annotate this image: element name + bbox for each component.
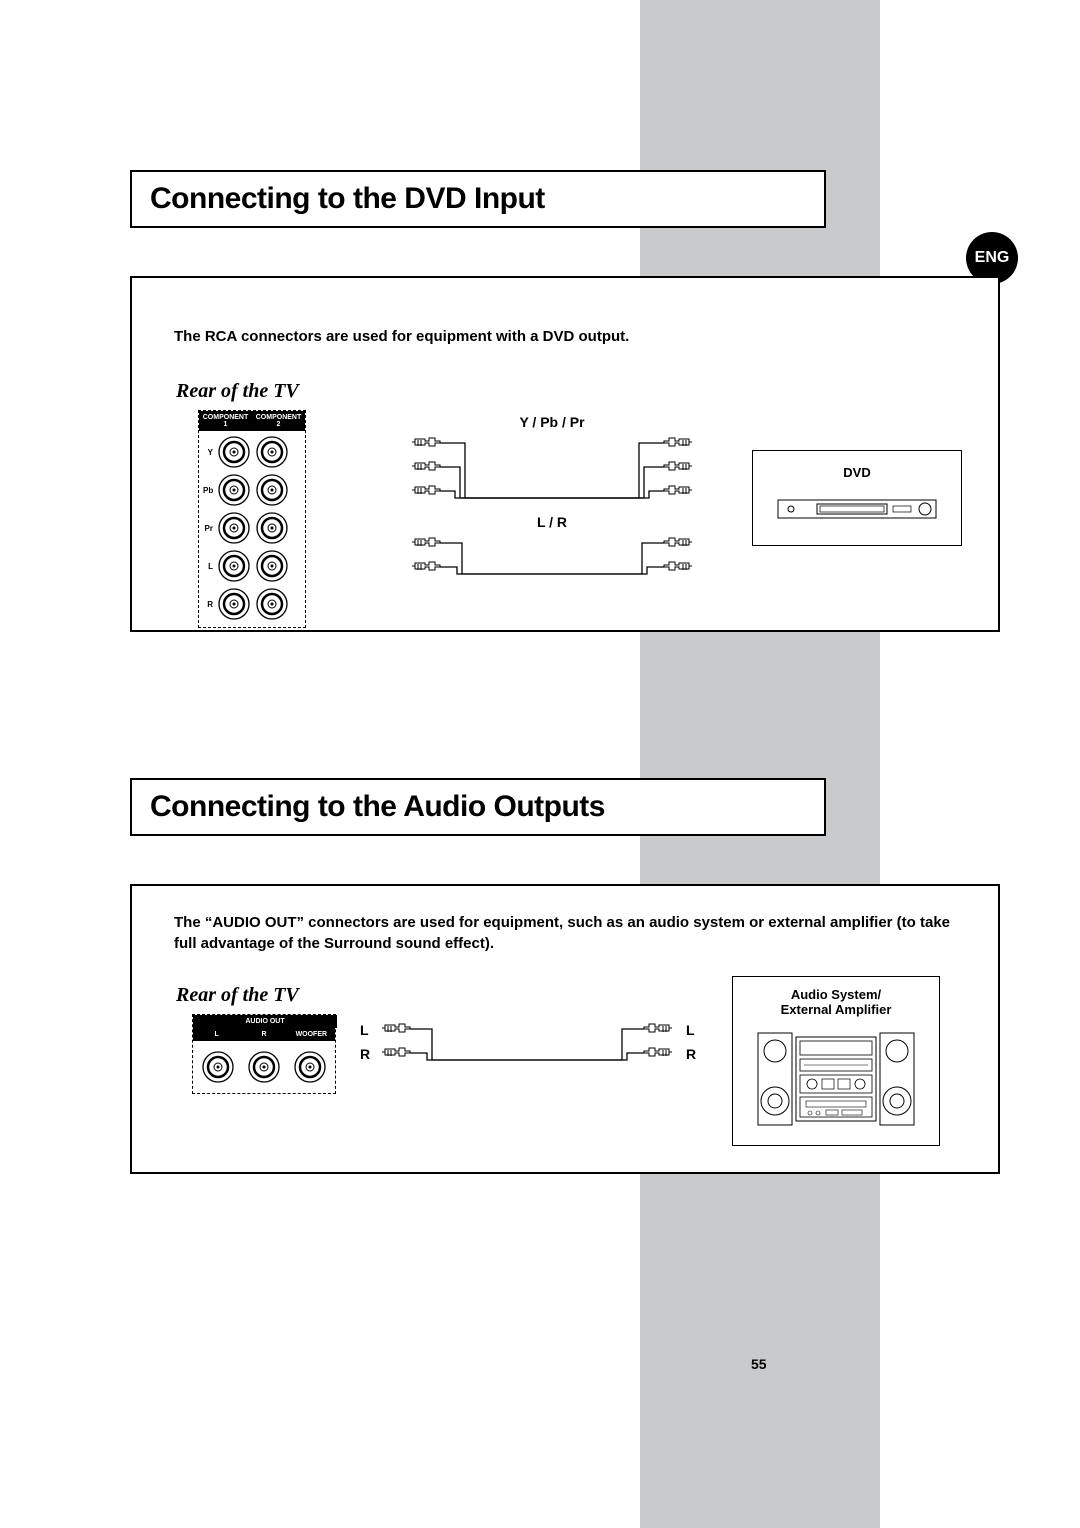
audio-out-panel: AUDIO OUT L R WOOFER bbox=[192, 1014, 336, 1094]
rca-jack-icon bbox=[215, 433, 253, 471]
component-header-1: COMPONENT 1 bbox=[199, 411, 252, 431]
audio-out-header: AUDIO OUT bbox=[193, 1015, 337, 1028]
page: ENG Connecting to the DVD Input The RCA … bbox=[0, 0, 1080, 1528]
amp-device-box: Audio System/ External Amplifier bbox=[732, 976, 940, 1146]
rca-jack-icon bbox=[253, 509, 291, 547]
dvd-rear-label: Rear of the TV bbox=[176, 380, 299, 403]
audio-col-label: WOOFER bbox=[288, 1028, 335, 1041]
audio-intro: The “AUDIO OUT” connectors are used for … bbox=[174, 912, 968, 954]
rca-row-label: R bbox=[203, 600, 215, 609]
lang-badge-text: ENG bbox=[975, 249, 1010, 267]
page-num-pointer-icon bbox=[742, 1324, 778, 1348]
rca-jack-icon bbox=[215, 547, 253, 585]
cable-side-label-L2: L bbox=[686, 1022, 695, 1038]
section-title-dvd: Connecting to the DVD Input bbox=[130, 170, 826, 228]
cable-side-label-L: L bbox=[360, 1022, 369, 1038]
dvd-device-label: DVD bbox=[753, 465, 961, 480]
dvd-player-icon bbox=[777, 494, 937, 524]
rca-jack-icon bbox=[253, 433, 291, 471]
rca-row-label: Pb bbox=[203, 486, 215, 495]
audio-cables-icon bbox=[382, 1020, 672, 1070]
component-header-2: COMPONENT 2 bbox=[252, 411, 305, 431]
page-number: 55 bbox=[751, 1356, 767, 1372]
dvd-intro: The RCA connectors are used for equipmen… bbox=[174, 326, 958, 347]
component-panel: COMPONENT 1 COMPONENT 2 Y Pb Pr bbox=[198, 410, 306, 628]
section-title-dvd-text: Connecting to the DVD Input bbox=[150, 182, 545, 215]
cable-side-label-R2: R bbox=[686, 1046, 696, 1062]
cable-side-label-R: R bbox=[360, 1046, 370, 1062]
section-title-audio: Connecting to the Audio Outputs bbox=[130, 778, 826, 836]
rca-row-label: Y bbox=[203, 448, 215, 457]
dvd-device-box: DVD bbox=[752, 450, 962, 546]
cable-label-video: Y / Pb / Pr bbox=[492, 414, 612, 430]
audio-rear-label: Rear of the TV bbox=[176, 984, 299, 1007]
rca-jack-icon bbox=[287, 1045, 333, 1089]
amplifier-icon bbox=[756, 1031, 916, 1127]
amp-label-1: Audio System/ bbox=[733, 987, 939, 1002]
gray-sidebar bbox=[640, 0, 880, 1528]
rca-jack-icon bbox=[195, 1045, 241, 1089]
rca-jack-icon bbox=[241, 1045, 287, 1089]
rca-jack-icon bbox=[253, 547, 291, 585]
amp-label-2: External Amplifier bbox=[733, 1002, 939, 1017]
rca-jack-icon bbox=[215, 585, 253, 623]
rca-row-label: L bbox=[203, 562, 215, 571]
rca-jack-icon bbox=[215, 471, 253, 509]
rca-jack-icon bbox=[253, 585, 291, 623]
audio-col-label: R bbox=[240, 1028, 287, 1041]
dvd-content-box: The RCA connectors are used for equipmen… bbox=[130, 276, 1000, 632]
audio-content-box: The “AUDIO OUT” connectors are used for … bbox=[130, 884, 1000, 1174]
section-title-audio-text: Connecting to the Audio Outputs bbox=[150, 790, 605, 823]
rca-row-label: Pr bbox=[203, 524, 215, 533]
audio-col-label: L bbox=[193, 1028, 240, 1041]
dvd-cables-icon bbox=[412, 432, 692, 612]
rca-jack-icon bbox=[215, 509, 253, 547]
rca-jack-icon bbox=[253, 471, 291, 509]
